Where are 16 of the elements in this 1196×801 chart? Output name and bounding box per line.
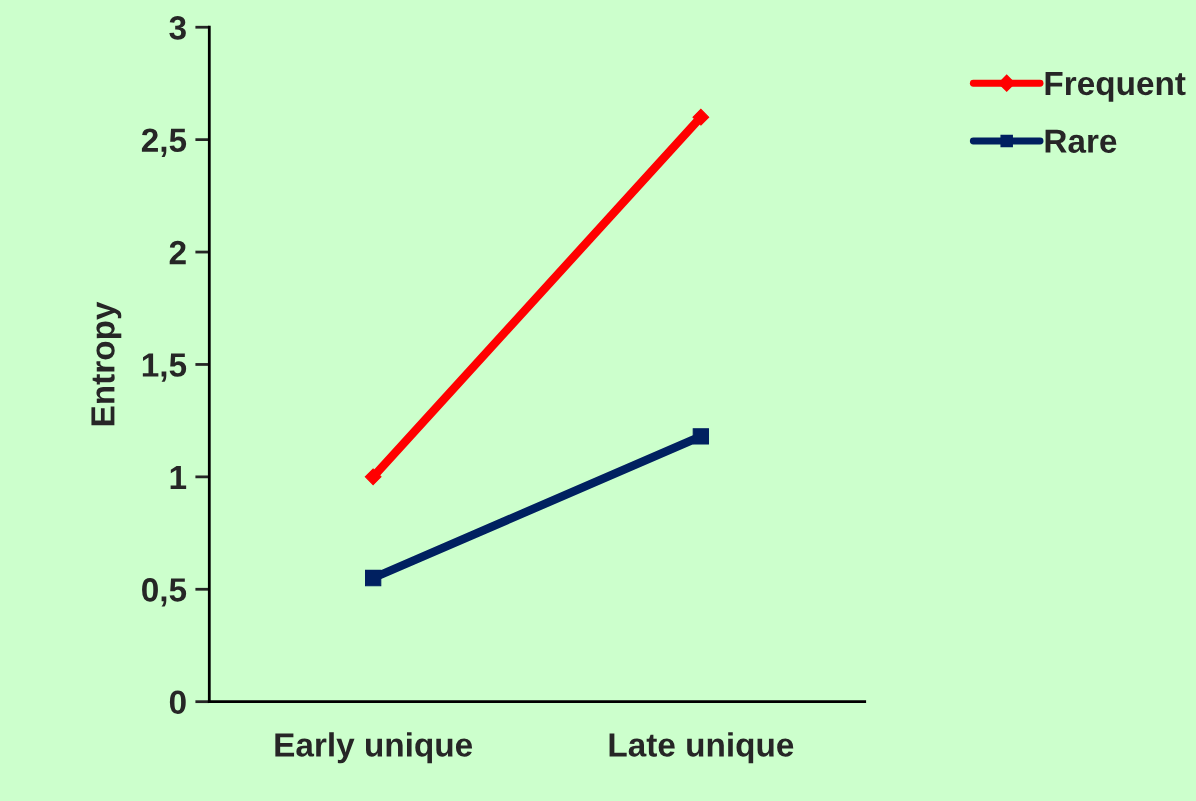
y-tick-label: 2 [169,240,186,265]
legend-label: Frequent [1045,71,1186,102]
y-tick-label: 1 [170,466,187,489]
x-tick-label: Late unique [609,732,794,764]
y-tick-label: 0 [169,690,186,715]
y-tick-label: 3 [169,16,186,40]
y-tick-label: 0,5 [142,578,187,607]
y-tick-label: 2,5 [141,128,187,157]
point [364,468,382,486]
legend-label: Rare [1045,129,1117,153]
y-axis-title: Entropy [91,301,122,426]
point [692,428,710,445]
point [692,108,710,126]
x-tick-label: Early unique [275,732,473,764]
point [364,569,382,587]
y-tick-label: 1,5 [142,353,187,382]
